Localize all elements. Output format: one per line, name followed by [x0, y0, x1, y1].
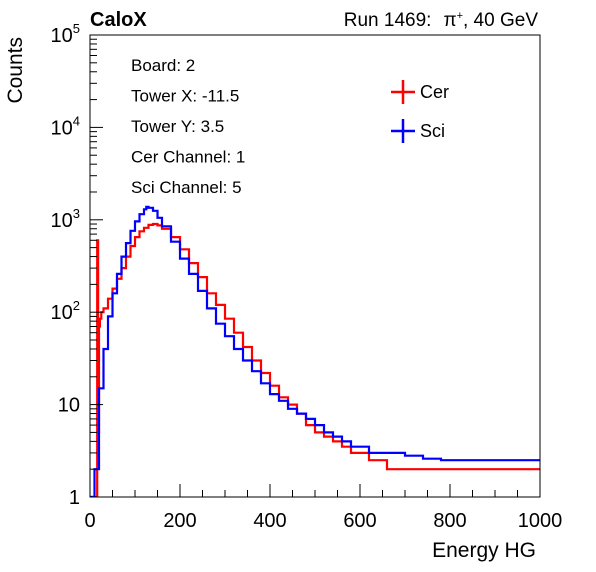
series-layer	[90, 205, 540, 497]
legend-label-sci: Sci	[420, 121, 445, 141]
info-line: Tower Y: 3.5	[131, 117, 224, 136]
x-axis-title: Energy HG	[432, 539, 536, 562]
y-tick-label: 10	[58, 395, 80, 417]
info-line: Board: 2	[131, 56, 195, 75]
header-particle: π	[443, 10, 456, 31]
legend: Cer Sci	[391, 80, 449, 143]
info-line: Tower X: -11.5	[131, 87, 239, 106]
y-tick-label: 102	[51, 298, 80, 324]
x-tick-label: 200	[163, 510, 196, 532]
y-tick-label: 104	[51, 113, 80, 139]
y-tick-label: 105	[51, 21, 80, 47]
series-line-sci	[90, 205, 540, 497]
x-axis-ticks: 0 200 400 600 800 1000	[84, 484, 562, 532]
x-tick-label: 400	[253, 510, 286, 532]
header-energy: , 40 GeV	[463, 10, 538, 31]
y-axis-ticks: 1 10 102 103 104 105	[51, 21, 103, 509]
y-tick-label: 1	[69, 487, 80, 509]
y-tick-label: 103	[51, 206, 80, 232]
series-line-cer	[90, 222, 540, 497]
header-charge: +	[457, 10, 463, 22]
header-left-label: CaloX	[90, 9, 147, 31]
x-tick-label: 800	[433, 510, 466, 532]
info-line: Sci Channel: 5	[131, 178, 242, 197]
info-line: Cer Channel: 1	[131, 148, 245, 167]
header-run-prefix: Run 1469:	[344, 10, 432, 31]
legend-label-cer: Cer	[420, 82, 449, 102]
y-axis-title: Counts	[4, 37, 27, 104]
x-tick-label: 1000	[518, 510, 563, 532]
header-right-label: Run 1469: π+, 40 GeV	[344, 10, 539, 31]
x-tick-label: 600	[343, 510, 376, 532]
x-tick-label: 0	[84, 510, 95, 532]
info-box: Board: 2 Tower X: -11.5 Tower Y: 3.5 Cer Ch…	[131, 56, 245, 197]
